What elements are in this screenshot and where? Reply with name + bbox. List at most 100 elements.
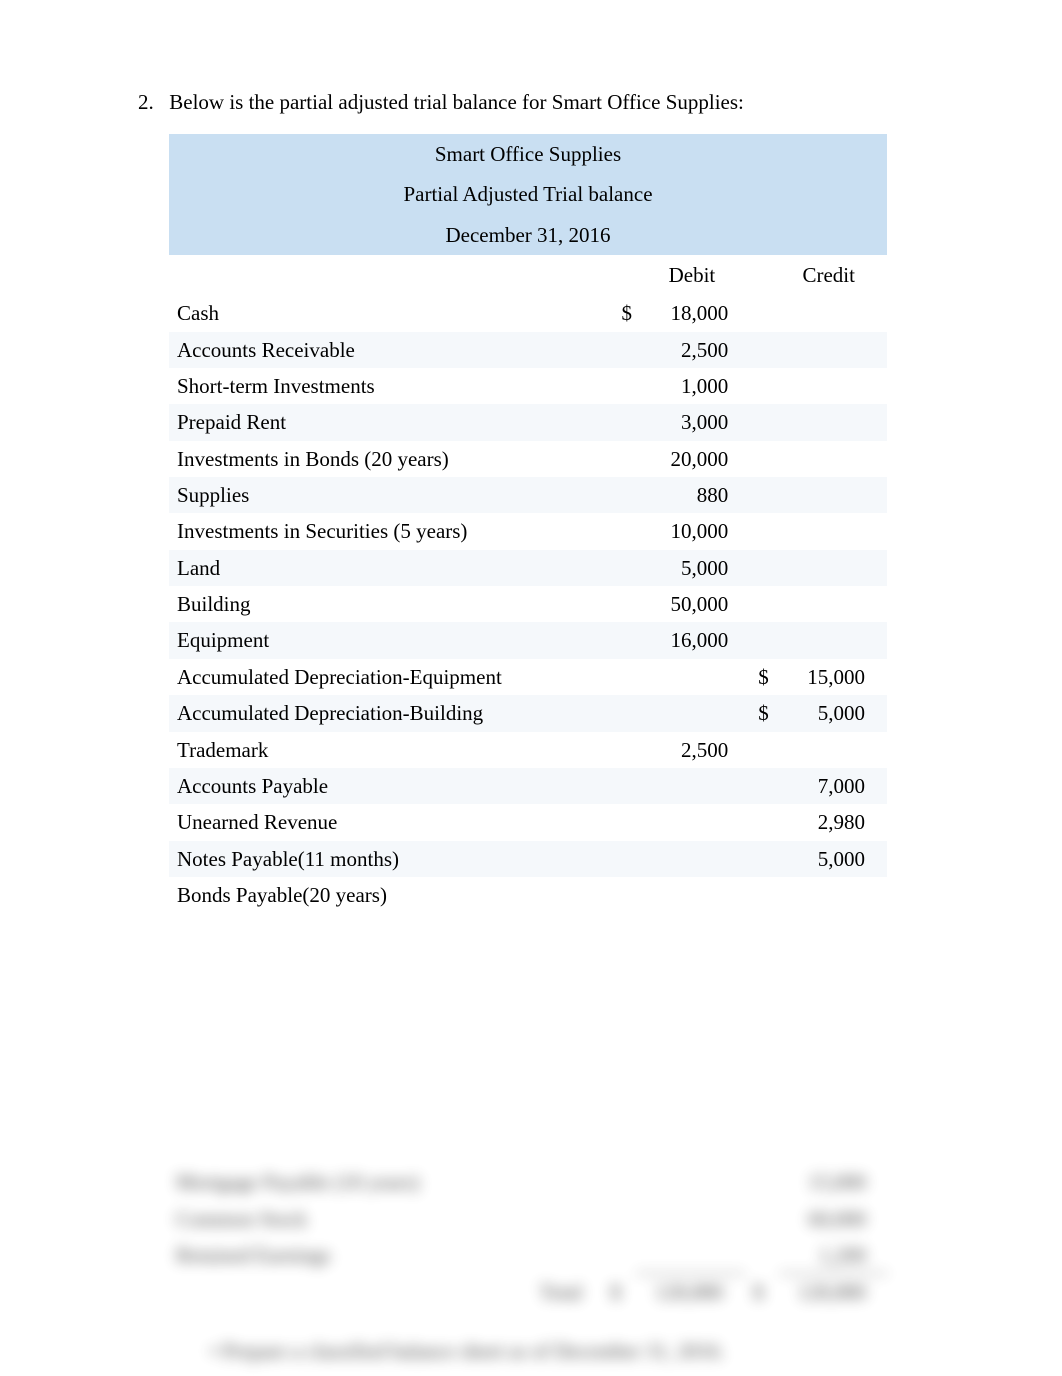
table-row: Bonds Payable(20 years): [169, 877, 887, 913]
table-row: Accumulated Depreciation-Equipment$15,00…: [169, 659, 887, 695]
account-name: Investments in Securities (5 years): [169, 513, 613, 549]
debit-amount: 2,500: [648, 332, 751, 368]
account-name: Bonds Payable(20 years): [169, 877, 613, 913]
table-row: Investments in Securities (5 years) 10,00…: [169, 513, 887, 549]
credit-amount: [784, 295, 887, 331]
debit-currency: [613, 441, 647, 477]
account-name: Equipment: [169, 622, 613, 658]
debit-currency: [602, 1237, 635, 1274]
credit-currency: [750, 732, 784, 768]
table-row: Cash$18,000: [169, 295, 887, 331]
debit-currency: [613, 768, 647, 804]
statement-date: December 31, 2016: [169, 215, 887, 255]
account-name: Land: [169, 550, 613, 586]
table-row: Building50,000: [169, 586, 887, 622]
account-name: Notes Payable(11 months): [169, 841, 613, 877]
total-credit: 128,880: [779, 1274, 888, 1311]
debit-amount: 50,000: [648, 586, 751, 622]
table-date-row: December 31, 2016: [169, 215, 887, 255]
table-row: Investments in Bonds (20 years) 20,000: [169, 441, 887, 477]
total-debit-currency: $: [602, 1274, 635, 1311]
table-row: Retained Earnings1,200: [168, 1237, 888, 1274]
statement-name: Partial Adjusted Trial balance: [169, 174, 887, 214]
debit-amount: [648, 659, 751, 695]
debit-currency: [613, 550, 647, 586]
credit-currency: [745, 1201, 778, 1237]
credit-amount: [784, 441, 887, 477]
debit-currency: $: [613, 295, 647, 331]
account-name: Trademark: [169, 732, 613, 768]
debit-amount: 1,000: [648, 368, 751, 404]
credit-currency: $: [750, 695, 784, 731]
table-row: Accounts Payable7,000: [169, 768, 887, 804]
total-credit-currency: $: [745, 1274, 778, 1311]
account-name: Accounts Payable: [169, 768, 613, 804]
debit-amount: [648, 695, 751, 731]
blurred-body: Mortgage Payable (10 years)15,000Common …: [168, 1164, 888, 1274]
blank-header: [169, 255, 613, 295]
account-name: Mortgage Payable (10 years): [168, 1164, 602, 1200]
account-name: Short-term Investments: [169, 368, 613, 404]
account-name: Unearned Revenue: [169, 804, 613, 840]
debit-amount: 880: [648, 477, 751, 513]
credit-amount: 5,000: [784, 841, 887, 877]
debit-currency: [613, 586, 647, 622]
debit-currency: [602, 1164, 635, 1200]
credit-currency: [750, 441, 784, 477]
debit-currency: [613, 368, 647, 404]
credit-currency: [750, 332, 784, 368]
debit-currency: [613, 332, 647, 368]
credit-amount: 1,200: [779, 1237, 888, 1274]
credit-amount: [784, 513, 887, 549]
credit-currency: [750, 550, 784, 586]
trial-balance-table: Smart Office Supplies Partial Adjusted T…: [169, 134, 887, 913]
table-row: Trademark 2,500: [169, 732, 887, 768]
credit-currency: [750, 586, 784, 622]
debit-currency: [613, 877, 647, 913]
debit-amount: 5,000: [648, 550, 751, 586]
credit-amount: [784, 477, 887, 513]
debit-currency: [613, 659, 647, 695]
debit-amount: 3,000: [648, 404, 751, 440]
debit-amount: 2,500: [648, 732, 751, 768]
credit-currency: [745, 1164, 778, 1200]
total-debit: 128,880: [636, 1274, 745, 1311]
intro-line: 2. Below is the partial adjusted trial b…: [120, 90, 942, 115]
credit-amount: [784, 877, 887, 913]
table-title-row: Smart Office Supplies: [169, 134, 887, 174]
debit-amount: 20,000: [648, 441, 751, 477]
credit-currency: [750, 513, 784, 549]
total-label: Total: [168, 1274, 602, 1311]
debit-amount: [636, 1237, 745, 1274]
debit-amount: 16,000: [648, 622, 751, 658]
account-name: Supplies: [169, 477, 613, 513]
debit-currency: [613, 804, 647, 840]
intro-number: 2.: [138, 90, 164, 115]
debit-amount: [648, 768, 751, 804]
account-name: Common Stock: [168, 1201, 602, 1237]
account-name: Investments in Bonds (20 years): [169, 441, 613, 477]
column-header-row: Debit Credit: [169, 255, 887, 295]
credit-amount: 60,000: [779, 1201, 888, 1237]
debit-amount: [648, 841, 751, 877]
account-name: Accumulated Depreciation-Equipment: [169, 659, 613, 695]
table-subtitle-row: Partial Adjusted Trial balance: [169, 174, 887, 214]
credit-amount: [784, 368, 887, 404]
table-row: Common Stock 60,000: [168, 1201, 888, 1237]
debit-amount: 10,000: [648, 513, 751, 549]
page: 2. Below is the partial adjusted trial b…: [0, 0, 1062, 1376]
credit-amount: [784, 332, 887, 368]
debit-amount: 18,000: [648, 295, 751, 331]
debit-currency: [613, 477, 647, 513]
account-name: Cash: [169, 295, 613, 331]
table-row: Supplies 880: [169, 477, 887, 513]
debit-header: Debit: [648, 255, 751, 295]
blurred-continuation: Mortgage Payable (10 years)15,000Common …: [168, 1164, 888, 1310]
credit-currency: [750, 877, 784, 913]
credit-currency: [750, 404, 784, 440]
table-row: Mortgage Payable (10 years)15,000: [168, 1164, 888, 1200]
credit-amount: [784, 550, 887, 586]
trial-balance-table-wrap: Smart Office Supplies Partial Adjusted T…: [168, 133, 888, 914]
blurred-table: Mortgage Payable (10 years)15,000Common …: [168, 1164, 888, 1310]
table-row: Equipment 16,000: [169, 622, 887, 658]
